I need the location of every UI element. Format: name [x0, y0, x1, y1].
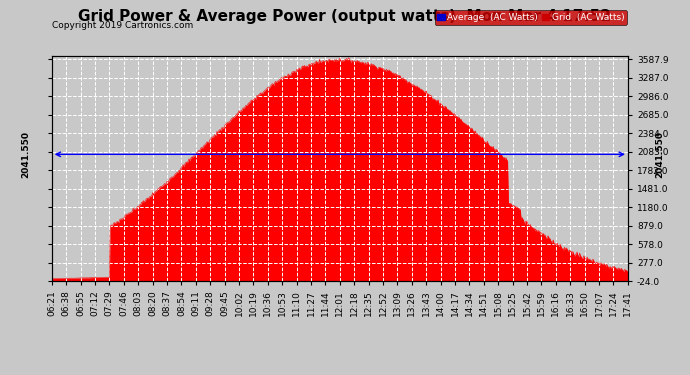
Text: 2041.550: 2041.550 [21, 131, 30, 178]
Text: Copyright 2019 Cartronics.com: Copyright 2019 Cartronics.com [52, 21, 193, 30]
Text: 2041.550: 2041.550 [655, 131, 664, 178]
Text: Grid Power & Average Power (output watts)  Mon Mar 4 17:52: Grid Power & Average Power (output watts… [79, 9, 611, 24]
Legend: Average  (AC Watts), Grid  (AC Watts): Average (AC Watts), Grid (AC Watts) [435, 10, 627, 24]
